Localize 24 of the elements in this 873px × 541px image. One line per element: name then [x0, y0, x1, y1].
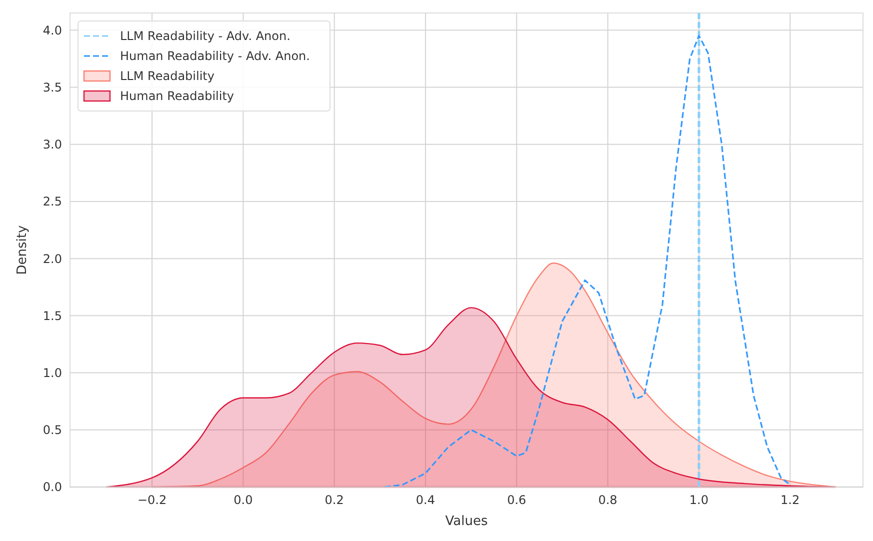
legend-label: Human Readability — [120, 89, 234, 104]
legend-label: LLM Readability - Adv. Anon. — [120, 29, 290, 44]
x-tick-label: 1.2 — [780, 493, 800, 507]
legend-label: Human Readability - Adv. Anon. — [120, 49, 310, 64]
x-tick-label: 0.0 — [234, 493, 253, 507]
y-tick-label: 0.0 — [42, 480, 62, 494]
legend-label: LLM Readability — [120, 69, 214, 84]
y-tick-label: 2.0 — [42, 252, 62, 266]
line-series — [384, 35, 791, 488]
y-tick-label: 4.0 — [42, 23, 62, 38]
y-tick-label: 0.5 — [42, 423, 62, 438]
x-tick-label: 0.6 — [507, 493, 526, 507]
x-tick-label: 1.0 — [689, 493, 708, 507]
y-axis-title: Density — [15, 224, 30, 275]
x-tick-label: 0.2 — [324, 493, 344, 507]
y-tick-label: 2.5 — [42, 194, 62, 209]
y-tick-label: 3.0 — [42, 138, 62, 152]
x-tick-label: 0.4 — [416, 493, 436, 507]
x-tick-label: −0.2 — [137, 493, 167, 507]
x-tick-label: 0.8 — [598, 493, 618, 507]
x-axis-title: Values — [445, 514, 488, 529]
y-tick-label: 1.5 — [42, 308, 62, 323]
y-tick-label: 1.0 — [42, 366, 62, 380]
y-tick-label: 3.5 — [42, 80, 62, 94]
